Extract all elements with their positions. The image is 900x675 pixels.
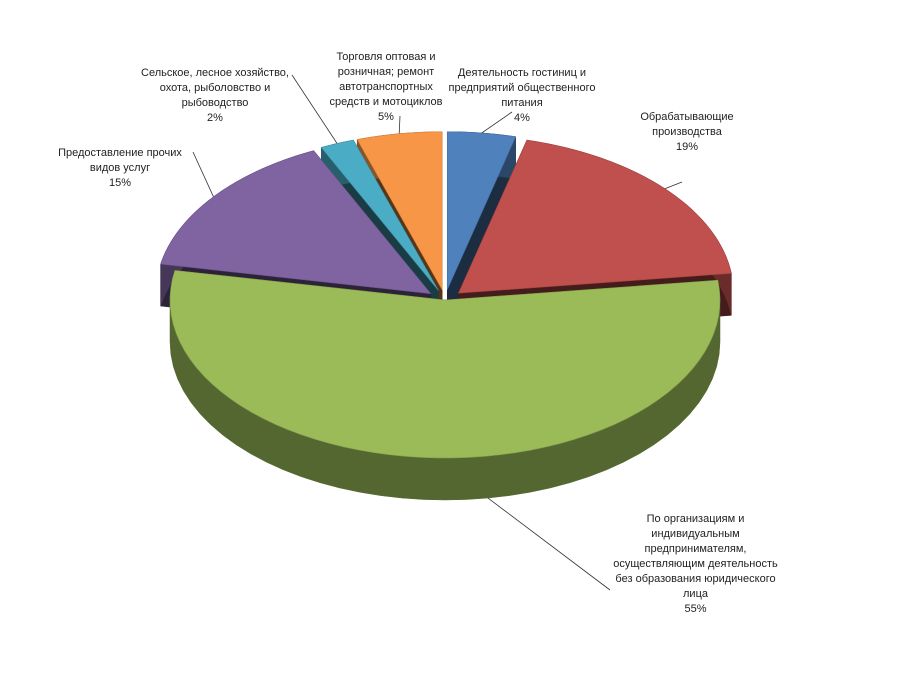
- slice-hotels-top: [446, 131, 517, 290]
- pie-slices: [160, 131, 732, 501]
- label-individual-entrepreneurs: По организациям и индивидуальным предпри…: [613, 513, 778, 615]
- leader-line-individual-entrepreneurs: [487, 497, 611, 591]
- leader-line-agriculture: [291, 74, 338, 144]
- label-trade: Торговля оптовая и розничная; ремонт авт…: [329, 51, 443, 123]
- leader-line-trade: [398, 115, 401, 134]
- label-other-services: Предоставление прочих видов услуг 15%: [58, 147, 182, 189]
- label-hotels: Деятельность гостиниц и предприятий обще…: [448, 67, 596, 124]
- slice-trade-top: [356, 131, 443, 291]
- slice-individual-entrepreneurs-top: [169, 270, 721, 459]
- leader-line-hotels: [481, 111, 513, 134]
- slice-agriculture-top: [320, 139, 439, 291]
- leader-line-manufacturing: [664, 181, 683, 190]
- slice-individual-entrepreneurs: [169, 270, 721, 501]
- slice-manufacturing-top: [458, 139, 732, 294]
- label-agriculture: Сельское, лесное хозяйство, охота, рыбол…: [141, 67, 289, 124]
- label-manufacturing: Обрабатывающие производства 19%: [640, 111, 734, 153]
- slice-other-services-top: [160, 150, 432, 295]
- leader-line-other-services: [192, 151, 214, 197]
- leader-lines: [192, 74, 683, 591]
